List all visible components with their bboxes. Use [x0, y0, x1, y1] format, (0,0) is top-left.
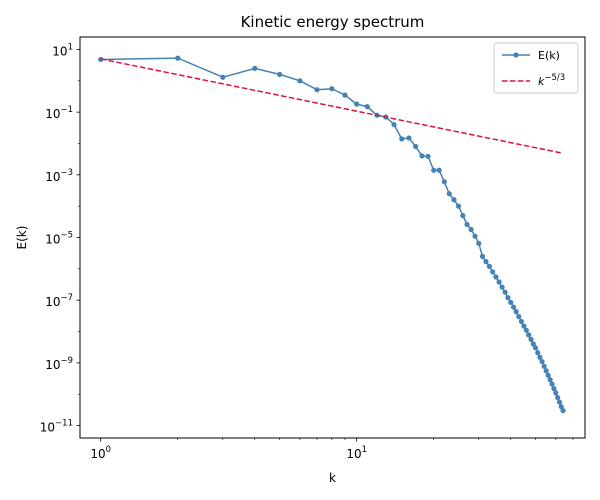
plot-lines — [98, 55, 566, 414]
energy-spectrum-point — [510, 304, 517, 310]
x-tick-label: 100 — [90, 445, 111, 461]
energy-spectrum-point — [535, 350, 541, 356]
energy-spectrum-point — [297, 78, 303, 84]
energy-spectrum-point — [277, 71, 283, 78]
energy-spectrum-point — [413, 143, 419, 150]
energy-spectrum-point — [555, 394, 561, 401]
energy-spectrum-point — [455, 203, 462, 209]
energy-spectrum-point — [537, 354, 543, 360]
chart-title: Kinetic energy spectrum — [241, 13, 425, 31]
energy-spectrum-point — [549, 381, 555, 387]
energy-spectrum-point — [406, 135, 412, 141]
energy-spectrum-point — [441, 179, 447, 185]
energy-spectrum-point — [556, 399, 563, 405]
energy-spectrum-point — [436, 167, 442, 173]
energy-spectrum-point — [516, 313, 522, 320]
energy-spectrum-point — [431, 167, 437, 173]
legend-box — [493, 42, 579, 94]
y-tick-label: 10−5 — [45, 231, 73, 247]
energy-spectrum-point — [523, 327, 529, 333]
energy-spectrum-point — [545, 372, 551, 378]
plot-frame — [79, 36, 586, 439]
y-tick-label: 10−7 — [45, 293, 73, 309]
energy-spectrum-point — [526, 332, 532, 338]
energy-spectrum-point — [354, 101, 360, 107]
energy-spectrum-point — [425, 153, 431, 159]
x-tick-label: 101 — [346, 445, 367, 461]
energy-spectrum-point — [476, 240, 482, 246]
y-axis-label: E(k) — [15, 226, 29, 250]
energy-spectrum-point — [342, 92, 348, 98]
energy-spectrum-point — [419, 153, 425, 159]
energy-spectrum-point — [553, 390, 559, 396]
y-tick-label: 10−3 — [45, 168, 73, 184]
energy-spectrum-point — [547, 377, 553, 383]
energy-spectrum-point — [483, 259, 489, 265]
energy-spectrum-point — [490, 269, 496, 275]
energy-spectrum-point — [314, 87, 320, 93]
energy-spectrum-point — [399, 136, 405, 142]
energy-spectrum-point — [543, 368, 549, 374]
energy-spectrum-point — [541, 363, 547, 369]
energy-spectrum-point — [391, 122, 397, 128]
energy-spectrum-point — [508, 299, 514, 305]
energy-spectrum-point — [518, 318, 524, 325]
legend-label: k−5/3 — [538, 73, 565, 88]
energy-spectrum-point — [513, 309, 519, 315]
energy-spectrum-point — [472, 233, 478, 239]
energy-spectrum-point — [479, 253, 486, 259]
energy-spectrum-point — [505, 295, 511, 301]
y-tick-label: 10−1 — [45, 105, 73, 121]
y-tick-label: 101 — [52, 42, 73, 58]
energy-spectrum-point — [460, 213, 466, 219]
energy-spectrum-point — [220, 74, 226, 80]
energy-spectrum-point — [329, 86, 335, 92]
y-tick-label: 10−9 — [45, 356, 73, 372]
y-tick-label: 10−11 — [40, 419, 73, 435]
energy-spectrum-point — [530, 341, 536, 347]
legend-label: E(k) — [538, 49, 560, 62]
legend: E(k) k−5/3 — [493, 42, 579, 94]
energy-spectrum-point — [539, 358, 545, 365]
energy-spectrum-point — [486, 263, 492, 269]
energy-spectrum-point — [446, 191, 452, 197]
energy-spectrum-point — [493, 274, 499, 280]
energy-spectrum-point — [464, 221, 470, 228]
energy-spectrum-point — [499, 284, 505, 290]
energy-spectrum-point — [558, 404, 564, 410]
energy-spectrum-point — [521, 323, 527, 329]
energy-spectrum-point — [252, 65, 258, 71]
x-axis-label: k — [329, 471, 336, 485]
energy-spectrum-point — [532, 345, 539, 351]
energy-spectrum-point — [560, 407, 566, 414]
legend-marker — [513, 52, 519, 58]
power-law-reference-line — [100, 58, 564, 155]
energy-spectrum-point — [496, 279, 502, 285]
energy-spectrum-point — [468, 226, 474, 233]
energy-spectrum-point — [364, 104, 370, 110]
energy-spectrum-point — [528, 336, 534, 343]
energy-spectrum-point — [451, 197, 457, 203]
energy-spectrum-point — [175, 55, 181, 61]
energy-spectrum-point — [551, 386, 557, 392]
energy-spectrum-point — [502, 289, 508, 295]
axis-ticks: 100 101 101 10−1 10−3 10−5 10−7 10−9 10−11 — [40, 42, 574, 461]
